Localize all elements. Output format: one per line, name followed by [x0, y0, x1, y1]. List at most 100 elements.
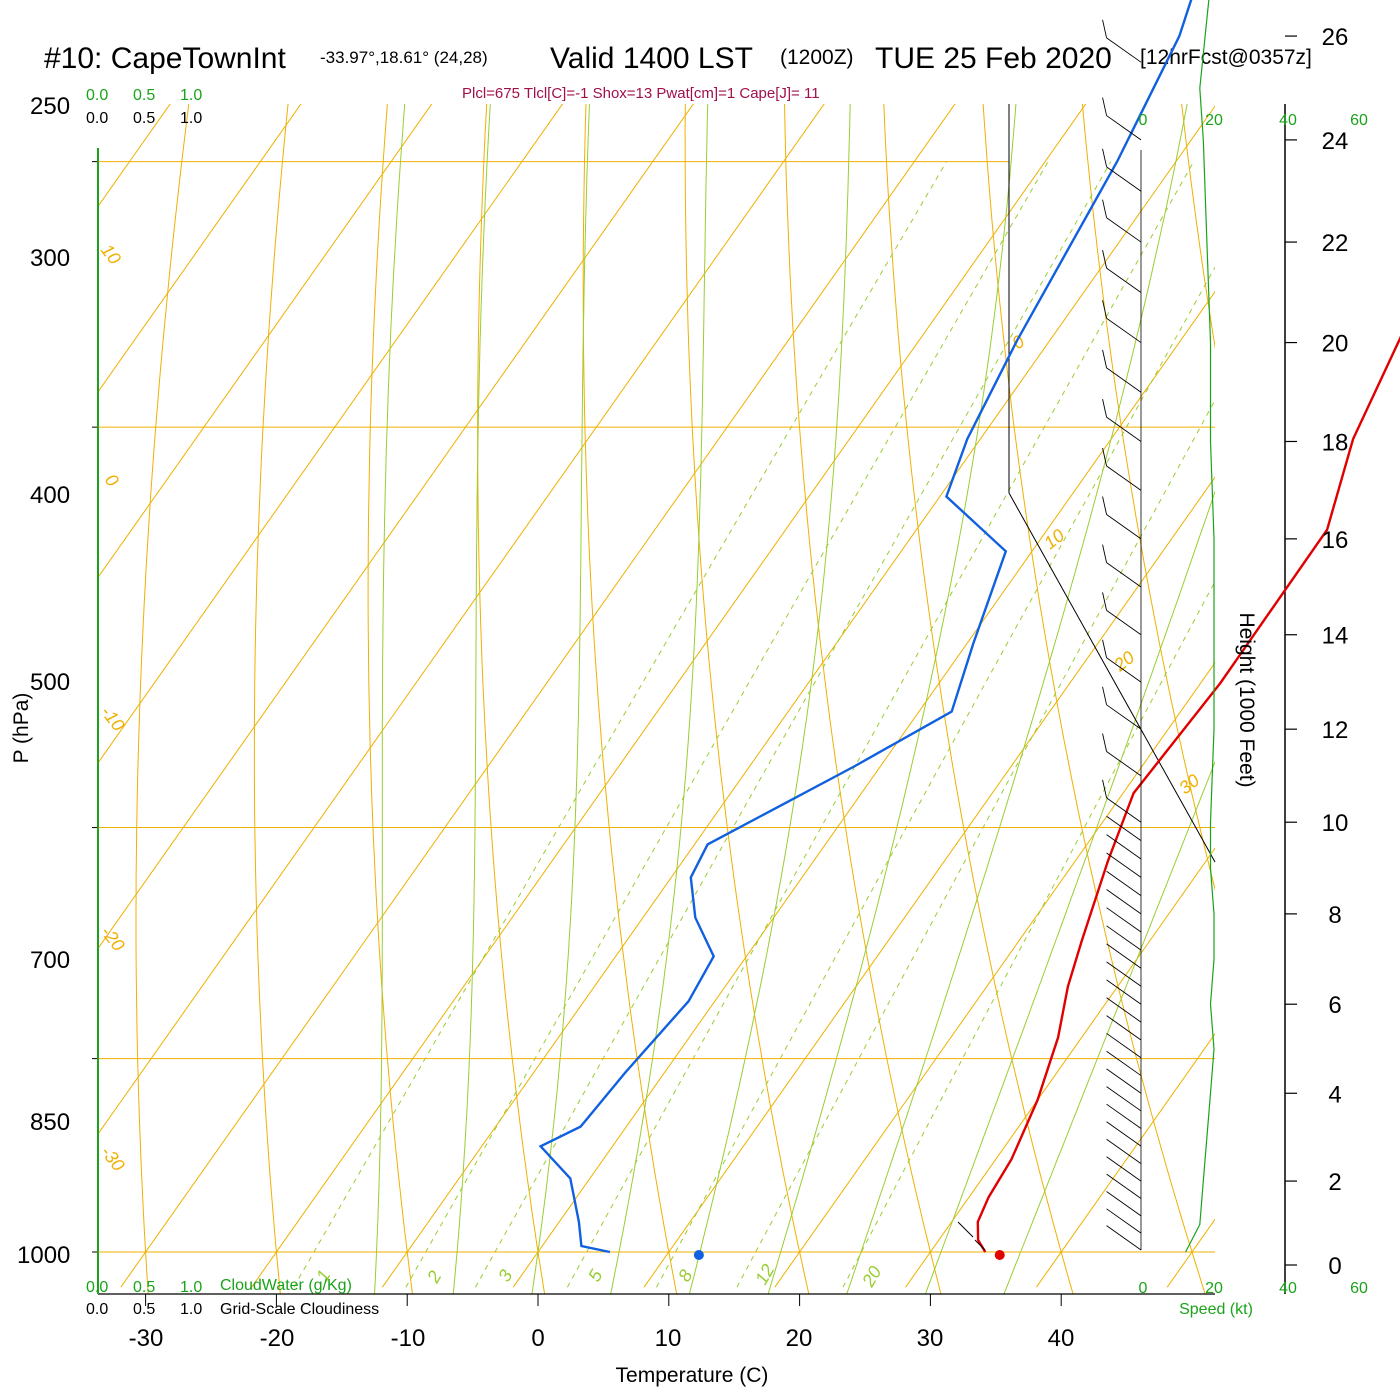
height-tick-label: 10 [1322, 810, 1349, 837]
wind-barb-shaft [1106, 961, 1142, 987]
wind-barb-shaft [1106, 852, 1142, 878]
cloud-bottom-black: 1.0 [180, 1301, 202, 1318]
wind-barb-shaft [1106, 416, 1142, 442]
isotherm-line [512, 290, 1215, 1288]
wind-barb-shaft [1106, 166, 1142, 192]
wind-barb-flag [1102, 300, 1107, 319]
isotherm-line [643, 476, 1215, 1288]
isotherm-label: 0 [101, 470, 123, 490]
mixing-ratio-line [405, 161, 1049, 1288]
mixing-ratio-label: 8 [674, 1266, 696, 1285]
dry-adiabat-lines [13, 0, 1400, 1299]
pressure-tick-label: 700 [30, 947, 70, 974]
surface-dewpoint-marker [693, 1250, 704, 1260]
wind-barb-flag [1102, 639, 1107, 658]
mixing-ratio-label: 2 [423, 1267, 446, 1287]
forecast-info: [12hrFcst@0357z] [1140, 46, 1312, 69]
moist-adiabat-line [452, 104, 491, 1294]
isotherm-line [120, 104, 956, 1288]
pressure-tick-label: 250 [30, 93, 70, 120]
temperature-axis: -30 -20 -10 0 10 20 30 40 Temperature (C… [129, 1294, 1075, 1387]
isobar-lines [92, 161, 1215, 1253]
isotherm-line [98, 104, 433, 579]
height-tick-label: 18 [1322, 429, 1349, 456]
temperature-tick-label: -10 [391, 1325, 426, 1352]
wind-barb-shaft [1106, 1103, 1142, 1129]
speed-top-tick: 40 [1279, 112, 1297, 129]
height-tick-label: 8 [1328, 902, 1341, 929]
moist-adiabat-lines [374, 104, 1215, 1294]
isotherm-label: -10 [97, 702, 129, 735]
sounding-parameters: Plcl=675 Tlcl[C]=-1 Shox=13 Pwat[cm]=1 C… [462, 85, 820, 102]
pressure-tick-label: 1000 [17, 1242, 70, 1269]
dry-adiabat-line [784, 104, 942, 1294]
pressure-tick-label: 400 [30, 482, 70, 509]
wind-barb-shaft [1106, 1033, 1142, 1059]
pressure-tick-label: 500 [30, 669, 70, 696]
speed-axis: 0 20 40 60 0 20 40 60 Speed (kt) [1139, 112, 1368, 1318]
mixing-ratio-line [474, 161, 1112, 1288]
dry-adiabat-line [13, 0, 191, 1299]
isotherm-line [381, 105, 1215, 1288]
wind-barb-shaft [1106, 1086, 1142, 1112]
temperature-tick-label: 30 [917, 1325, 944, 1352]
pressure-tick-label: 300 [30, 245, 70, 272]
dry-adiabat-line [684, 104, 810, 1294]
cloud-axis: 0.0 0.5 1.0 0.0 0.5 1.0 0.0 0.5 1.0 Clou… [86, 87, 379, 1318]
dry-adiabat-line [253, 104, 289, 1294]
wind-barb-shaft [1106, 1173, 1142, 1199]
wind-barb-flag [1102, 544, 1107, 563]
wind-barb-shaft [1106, 217, 1142, 243]
moist-adiabat-line [924, 490, 1215, 1294]
height-tick-label: 14 [1322, 623, 1349, 650]
isotherm-label: -30 [97, 1142, 129, 1175]
station-coords: -33.97°,18.61° (24,28) [320, 48, 488, 67]
wind-barb-flag [1102, 399, 1107, 418]
wind-barb-shaft [1106, 562, 1142, 588]
isotherm-line [251, 104, 1087, 1288]
moist-adiabat-line [531, 104, 590, 1294]
wind-barb-shaft [1106, 1068, 1142, 1094]
wind-barb-shaft [1106, 1138, 1142, 1164]
temperature-tick-label: 10 [655, 1325, 682, 1352]
isotherm-label: 10 [97, 240, 125, 268]
temperature-tick-label: 40 [1048, 1325, 1075, 1352]
dry-adiabat-line [582, 104, 678, 1294]
speed-bottom-tick: 60 [1350, 1280, 1368, 1297]
wind-barb-flag [1102, 199, 1107, 218]
mixing-ratio-label: 3 [494, 1266, 516, 1285]
valid-date: TUE 25 Feb 2020 [875, 42, 1112, 75]
wind-barb-shaft [1106, 997, 1142, 1023]
dry-adiabat-line [1235, 0, 1400, 1299]
height-tick-label: 0 [1328, 1253, 1341, 1280]
mixing-ratio-line [293, 161, 947, 1288]
wind-barb-shaft [1106, 797, 1142, 823]
height-tick-label: 6 [1328, 992, 1341, 1019]
speed-bottom-tick: 0 [1139, 1280, 1148, 1297]
moist-adiabat-line [374, 104, 406, 1294]
isotherm-label: 20 [1109, 647, 1138, 676]
mixing-ratio-lines [293, 161, 1215, 1288]
wind-barb-shaft [1106, 815, 1142, 842]
isotherm-line [0, 0, 296, 1287]
wind-barb-shaft [1106, 317, 1142, 343]
wind-barb-shaft [1106, 1121, 1142, 1147]
wind-barb-shaft [1106, 367, 1142, 393]
isotherm-line [98, 104, 302, 393]
cloudiness-label: Grid-Scale Cloudiness [220, 1301, 379, 1318]
wind-barb-shaft [1106, 907, 1142, 933]
plot-frame [97, 104, 1286, 1295]
wind-barb-flag [1102, 349, 1107, 368]
cloud-top-green: 0.0 [86, 87, 108, 104]
cloud-bottom-green: 0.5 [133, 1279, 155, 1296]
speed-top-tick: 20 [1205, 112, 1223, 129]
mixing-ratio-line [736, 399, 1215, 1288]
cloud-bottom-black: 0.5 [133, 1301, 155, 1318]
height-tick-label: 16 [1322, 527, 1349, 554]
wind-barb-shaft [1106, 1225, 1142, 1251]
mixing-ratio-label: 20 [858, 1263, 886, 1291]
wind-barb-shaft [1106, 1050, 1142, 1076]
height-tick-label: 26 [1322, 24, 1349, 51]
isotherm-label: 10 [1040, 525, 1068, 553]
wind-barb-shaft [1106, 870, 1142, 897]
